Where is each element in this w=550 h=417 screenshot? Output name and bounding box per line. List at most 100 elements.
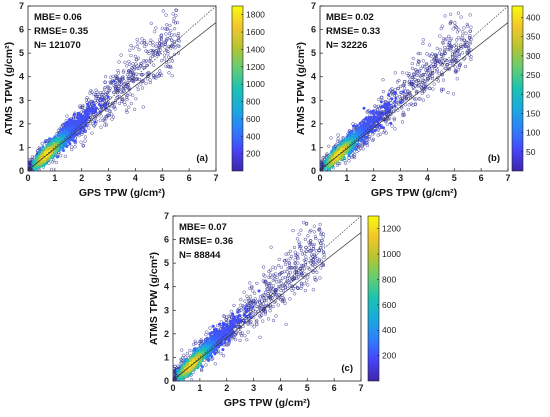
scatter-point xyxy=(38,162,42,165)
scatter-point xyxy=(143,44,147,49)
scatter-point xyxy=(466,44,471,48)
scatter-point xyxy=(386,117,391,121)
scatter-point xyxy=(175,1,178,4)
scatter-point xyxy=(167,60,171,64)
scatter-point xyxy=(371,112,375,116)
scatter-point xyxy=(283,301,287,305)
scatter-point xyxy=(446,48,450,52)
scatter-point xyxy=(87,98,91,102)
scatter-point xyxy=(402,112,406,116)
scatter-point xyxy=(85,96,89,100)
scatter-point xyxy=(302,267,307,271)
scatter-point xyxy=(439,52,444,57)
scatter-point xyxy=(112,90,116,95)
scatter-point xyxy=(58,137,62,141)
scatter-point xyxy=(250,323,254,327)
scatter-point xyxy=(179,361,183,365)
panel-label: (c) xyxy=(341,363,353,374)
scatter-point xyxy=(99,108,104,112)
scatter-point xyxy=(427,53,432,57)
scatter-point xyxy=(422,82,426,86)
scatter-point xyxy=(218,322,221,326)
stat-text: MBE= 0.06 xyxy=(34,12,82,23)
scatter-point xyxy=(403,79,407,84)
scatter-point xyxy=(375,118,379,121)
scatter-point xyxy=(173,364,177,368)
scatter-point xyxy=(170,74,174,78)
scatter-point xyxy=(62,131,66,134)
scatter-point xyxy=(120,99,124,104)
scatter-point xyxy=(79,140,83,144)
scatter-point xyxy=(293,258,297,262)
scatter-point xyxy=(317,248,321,252)
scatter-point xyxy=(354,137,357,141)
y-tick-label: 6 xyxy=(311,25,316,35)
scatter-point xyxy=(128,48,132,52)
scatter-point xyxy=(434,56,438,60)
scatter-point xyxy=(85,111,89,115)
scatter-point xyxy=(200,368,204,373)
scatter-point xyxy=(276,303,280,307)
scatter-point xyxy=(230,337,234,341)
x-tick-label: 2 xyxy=(79,173,84,183)
scatter-points xyxy=(173,220,326,381)
scatter-point xyxy=(263,290,268,294)
scatter-point xyxy=(233,317,236,321)
scatter-point xyxy=(171,45,176,49)
scatter-point xyxy=(189,358,193,362)
scatter-point xyxy=(379,100,383,104)
scatter-point xyxy=(427,43,432,47)
scatter-point xyxy=(283,285,287,289)
scatter-point xyxy=(207,359,210,362)
scatter-point xyxy=(147,71,151,75)
scatter-point xyxy=(459,44,463,49)
scatter-point xyxy=(411,56,415,61)
scatter-point xyxy=(215,350,219,354)
y-tick-label: 4 xyxy=(19,72,24,82)
y-tick-label: 5 xyxy=(164,258,169,268)
scatter-point xyxy=(452,59,457,63)
scatter-point xyxy=(41,152,45,156)
scatter-point xyxy=(360,143,365,148)
scatter-point xyxy=(28,163,31,167)
scatter-point xyxy=(170,59,175,63)
scatter-point xyxy=(448,48,452,52)
x-tick-label: 3 xyxy=(106,173,111,183)
scatter-point xyxy=(116,68,120,73)
scatter-point xyxy=(265,287,269,291)
scatter-point xyxy=(392,118,397,122)
x-tick-label: 7 xyxy=(213,173,218,183)
scatter-point xyxy=(268,304,272,308)
scatter-point xyxy=(121,70,125,74)
scatter-point xyxy=(55,155,59,159)
y-tick-label: 5 xyxy=(311,48,316,58)
y-tick-label: 1 xyxy=(19,142,24,152)
scatter-point xyxy=(98,90,103,95)
scatter-point xyxy=(301,273,305,277)
scatter-point xyxy=(68,128,72,132)
scatter-point xyxy=(415,73,419,78)
scatter-point xyxy=(68,142,72,146)
scatter-point xyxy=(174,8,179,12)
scatter-point xyxy=(139,72,143,77)
scatter-point xyxy=(322,255,326,260)
scatter-point xyxy=(114,76,118,81)
scatter-point xyxy=(288,249,292,253)
scatter-point xyxy=(117,60,121,64)
scatter-point xyxy=(431,87,435,91)
scatter-point xyxy=(314,236,318,241)
scatter-point xyxy=(416,83,420,88)
scatter-point xyxy=(70,147,74,152)
x-tick-label: 1 xyxy=(52,173,57,183)
scatter-point xyxy=(463,44,467,49)
scatter-point xyxy=(49,167,54,171)
scatter-point xyxy=(48,137,52,141)
scatter-point xyxy=(468,40,472,44)
scatter-point xyxy=(129,68,133,72)
scatter-point xyxy=(352,124,355,128)
scatter-point xyxy=(103,85,107,90)
scatter-point xyxy=(327,158,331,162)
scatter-point xyxy=(246,321,250,325)
scatter-point xyxy=(183,374,187,378)
scatter-point xyxy=(83,139,87,143)
